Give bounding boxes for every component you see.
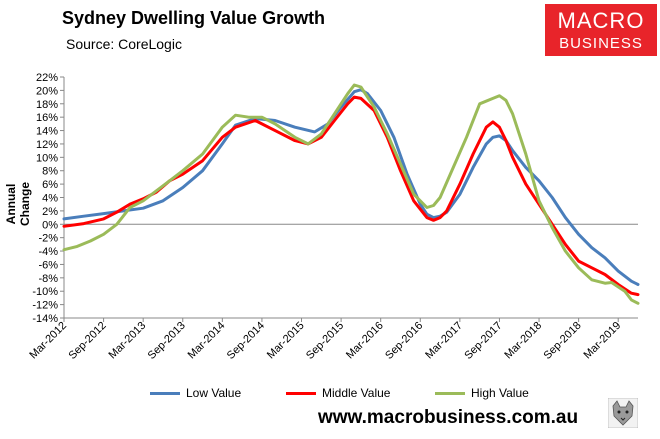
y-tick-label: 6% [42,179,58,191]
y-tick-label: -8% [38,273,58,285]
logo-line-2: BUSINESS [559,35,643,52]
x-tick-label: Mar-2016 [344,320,386,362]
series-line-high [62,83,640,305]
x-tick-label: Mar-2018 [502,320,544,362]
y-tick-label: 0% [42,219,58,231]
y-tick-label: 18% [36,99,58,111]
x-tick-label: Sep-2016 [383,320,425,362]
y-tick-label: -4% [38,246,58,258]
y-tick-label: -2% [38,233,58,245]
legend-item-low: Low Value [150,386,241,400]
y-tick-label: -12% [32,300,58,312]
x-tick-label: Sep-2018 [542,320,584,362]
x-tick-label: Sep-2014 [225,320,267,362]
y-tick-label: 14% [36,126,58,138]
y-tick-label: -14% [32,313,58,325]
wolf-mascot-icon [608,398,638,428]
legend-label-low: Low Value [186,386,242,400]
logo-line-1: MACRO [557,8,645,33]
y-tick-label: -10% [32,286,58,298]
website-url[interactable]: www.macrobusiness.com.au [318,407,579,428]
y-tick-label: -6% [38,259,58,271]
chart-title: Sydney Dwelling Value Growth [62,8,326,28]
legend-swatch-middle [286,392,316,396]
y-tick-label: 8% [42,166,58,178]
y-tick-label: 20% [36,85,58,97]
series-line-low [62,88,640,286]
legend-label-middle: Middle Value [322,386,391,400]
x-tick-label: Mar-2014 [186,320,228,362]
y-tick-label: 2% [42,206,58,218]
y-tick-label: 22% [36,72,58,84]
y-tick-label: 16% [36,112,58,124]
chart-source: Source: CoreLogic [66,36,182,52]
legend-item-high: High Value [435,386,529,400]
x-tick-label: Mar-2012 [27,320,69,362]
legend-swatch-high [435,392,465,396]
y-tick-label: 12% [36,139,58,151]
macrobusiness-logo[interactable]: MACRO BUSINESS [545,4,657,56]
legend-swatch-low [150,392,180,396]
y-tick-label: 4% [42,193,58,205]
y-tick-label: 10% [36,152,58,164]
x-tick-label: Sep-2013 [146,320,188,362]
x-tick-label: Sep-2015 [304,320,346,362]
x-tick-label: Sep-2012 [66,320,108,362]
x-tick-label: Mar-2015 [265,320,307,362]
x-tick-label: Mar-2017 [423,320,465,362]
x-tick-label: Sep-2017 [462,320,504,362]
legend-item-middle: Middle Value [286,386,390,400]
x-tick-label: Mar-2019 [582,320,624,362]
x-tick-label: Mar-2013 [107,320,149,362]
legend-label-high: High Value [471,386,529,400]
